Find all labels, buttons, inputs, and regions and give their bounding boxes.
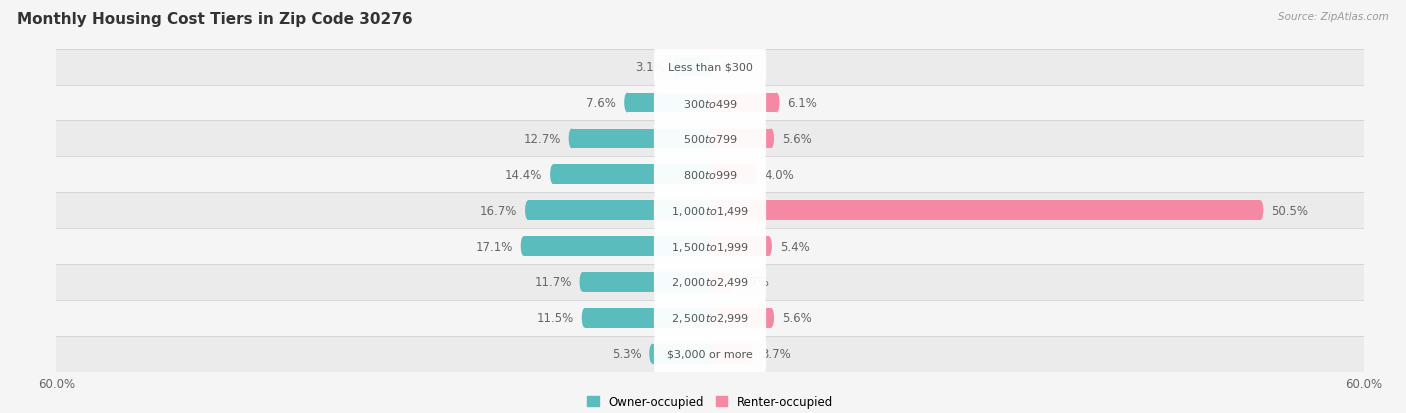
Text: 16.7%: 16.7%	[479, 204, 517, 217]
Text: $3,000 or more: $3,000 or more	[668, 349, 752, 359]
FancyBboxPatch shape	[654, 45, 766, 90]
Text: 5.6%: 5.6%	[782, 311, 811, 325]
Bar	[710, 308, 770, 328]
Ellipse shape	[650, 344, 655, 364]
Bar	[553, 165, 710, 185]
Text: Less than $300: Less than $300	[668, 62, 752, 72]
Ellipse shape	[579, 273, 585, 292]
Text: $300 to $499: $300 to $499	[682, 97, 738, 109]
Ellipse shape	[709, 201, 711, 221]
Ellipse shape	[624, 93, 630, 113]
FancyBboxPatch shape	[654, 295, 766, 341]
Text: 12.7%: 12.7%	[523, 133, 561, 145]
Text: 7.6%: 7.6%	[586, 97, 616, 110]
Bar	[572, 129, 710, 149]
Legend: Owner-occupied, Renter-occupied: Owner-occupied, Renter-occupied	[586, 395, 834, 408]
Bar	[710, 344, 751, 364]
Bar	[56, 121, 1364, 157]
Bar	[56, 157, 1364, 193]
Bar	[710, 201, 1260, 221]
Ellipse shape	[709, 129, 711, 149]
Bar	[56, 228, 1364, 264]
FancyBboxPatch shape	[654, 188, 766, 233]
Ellipse shape	[766, 237, 772, 256]
Bar	[652, 344, 710, 364]
Text: 5.6%: 5.6%	[782, 133, 811, 145]
Ellipse shape	[524, 201, 531, 221]
Ellipse shape	[550, 165, 557, 185]
Text: 5.3%: 5.3%	[612, 347, 641, 360]
Ellipse shape	[768, 308, 775, 328]
Ellipse shape	[709, 237, 711, 256]
Text: 14.4%: 14.4%	[505, 169, 543, 181]
Ellipse shape	[709, 344, 711, 364]
Text: 17.1%: 17.1%	[475, 240, 513, 253]
Bar	[56, 264, 1364, 300]
Text: $800 to $999: $800 to $999	[682, 169, 738, 181]
Text: $1,500 to $1,999: $1,500 to $1,999	[671, 240, 749, 253]
Bar	[56, 50, 1364, 85]
Ellipse shape	[709, 344, 711, 364]
Ellipse shape	[709, 165, 711, 185]
Ellipse shape	[709, 201, 711, 221]
Text: 5.4%: 5.4%	[780, 240, 810, 253]
Bar	[523, 237, 710, 256]
Text: $500 to $799: $500 to $799	[682, 133, 738, 145]
FancyBboxPatch shape	[654, 152, 766, 197]
Ellipse shape	[582, 308, 588, 328]
Text: $2,500 to $2,999: $2,500 to $2,999	[671, 311, 749, 325]
Bar	[627, 93, 710, 113]
Bar	[56, 300, 1364, 336]
Ellipse shape	[709, 165, 711, 185]
Bar	[710, 273, 728, 292]
Ellipse shape	[709, 57, 711, 77]
FancyBboxPatch shape	[654, 331, 766, 377]
Text: 11.7%: 11.7%	[534, 276, 572, 289]
Text: Monthly Housing Cost Tiers in Zip Code 30276: Monthly Housing Cost Tiers in Zip Code 3…	[17, 12, 412, 27]
Ellipse shape	[709, 308, 711, 328]
Text: 3.1%: 3.1%	[636, 61, 665, 74]
Bar	[529, 201, 710, 221]
Text: 4.0%: 4.0%	[765, 169, 794, 181]
FancyBboxPatch shape	[654, 224, 766, 269]
Ellipse shape	[725, 273, 731, 292]
Bar	[56, 193, 1364, 228]
Ellipse shape	[709, 273, 711, 292]
Ellipse shape	[568, 129, 575, 149]
Ellipse shape	[520, 237, 527, 256]
Ellipse shape	[1257, 201, 1264, 221]
Bar	[710, 93, 776, 113]
Bar	[710, 129, 770, 149]
FancyBboxPatch shape	[654, 81, 766, 126]
Text: $1,000 to $1,499: $1,000 to $1,499	[671, 204, 749, 217]
Ellipse shape	[709, 129, 711, 149]
Text: 11.5%: 11.5%	[537, 311, 574, 325]
Ellipse shape	[709, 93, 711, 113]
Ellipse shape	[768, 129, 775, 149]
Ellipse shape	[748, 344, 754, 364]
Bar	[710, 237, 769, 256]
Bar	[56, 336, 1364, 372]
FancyBboxPatch shape	[654, 259, 766, 305]
Text: 3.7%: 3.7%	[761, 347, 792, 360]
Ellipse shape	[709, 308, 711, 328]
Text: Source: ZipAtlas.com: Source: ZipAtlas.com	[1278, 12, 1389, 22]
Text: 50.5%: 50.5%	[1271, 204, 1308, 217]
Text: 1.7%: 1.7%	[740, 276, 769, 289]
Bar	[585, 308, 710, 328]
FancyBboxPatch shape	[654, 116, 766, 162]
Bar	[56, 85, 1364, 121]
Bar	[710, 165, 754, 185]
Ellipse shape	[751, 165, 756, 185]
Ellipse shape	[709, 273, 711, 292]
Ellipse shape	[709, 237, 711, 256]
Ellipse shape	[773, 93, 779, 113]
Ellipse shape	[709, 93, 711, 113]
Bar	[676, 57, 710, 77]
Ellipse shape	[673, 57, 679, 77]
Text: $2,000 to $2,499: $2,000 to $2,499	[671, 276, 749, 289]
Text: 0.0%: 0.0%	[721, 61, 751, 74]
Text: 6.1%: 6.1%	[787, 97, 817, 110]
Bar	[582, 273, 710, 292]
